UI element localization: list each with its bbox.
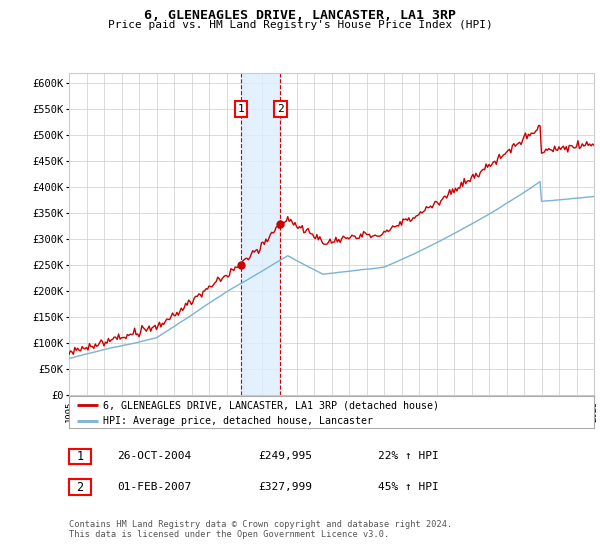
Text: Price paid vs. HM Land Registry's House Price Index (HPI): Price paid vs. HM Land Registry's House … [107,20,493,30]
Text: 45% ↑ HPI: 45% ↑ HPI [378,482,439,492]
Text: 2: 2 [277,104,284,114]
Text: 01-FEB-2007: 01-FEB-2007 [117,482,191,492]
Text: 2: 2 [76,480,83,494]
Text: 6, GLENEAGLES DRIVE, LANCASTER, LA1 3RP: 6, GLENEAGLES DRIVE, LANCASTER, LA1 3RP [144,9,456,22]
Text: 6, GLENEAGLES DRIVE, LANCASTER, LA1 3RP (detached house): 6, GLENEAGLES DRIVE, LANCASTER, LA1 3RP … [103,400,439,410]
Text: 1: 1 [76,450,83,463]
Text: Contains HM Land Registry data © Crown copyright and database right 2024.
This d: Contains HM Land Registry data © Crown c… [69,520,452,539]
Text: 1: 1 [238,104,244,114]
Text: 26-OCT-2004: 26-OCT-2004 [117,451,191,461]
Text: £249,995: £249,995 [258,451,312,461]
Text: 22% ↑ HPI: 22% ↑ HPI [378,451,439,461]
Bar [241,73,280,395]
Text: £327,999: £327,999 [258,482,312,492]
Text: HPI: Average price, detached house, Lancaster: HPI: Average price, detached house, Lanc… [103,416,373,426]
